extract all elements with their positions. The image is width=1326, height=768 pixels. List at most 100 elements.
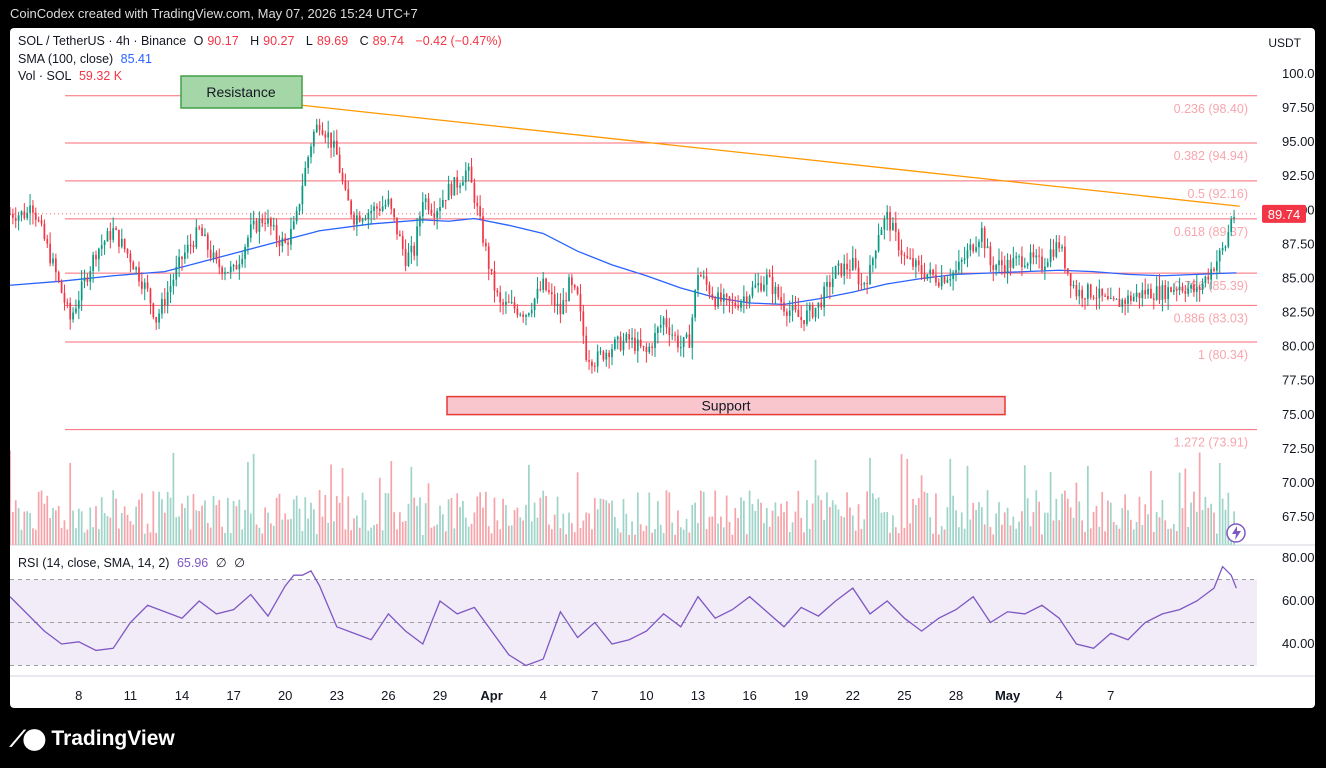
volume-bar xyxy=(1164,520,1167,545)
candle-body xyxy=(72,312,74,320)
rsi-tick-label: 40.00 xyxy=(1282,636,1315,651)
volume-bar xyxy=(23,511,26,545)
volume-bar xyxy=(75,528,77,545)
candle-body xyxy=(1087,284,1089,299)
volume-bar xyxy=(1178,472,1181,545)
candle-body xyxy=(1061,246,1063,249)
volume-bar xyxy=(768,526,771,545)
candle-body xyxy=(849,269,851,271)
candle-body xyxy=(37,219,40,221)
volume-bar xyxy=(453,528,456,545)
candle-body xyxy=(507,301,510,303)
candle-body xyxy=(958,261,960,271)
candle-body xyxy=(525,315,527,317)
candle-body xyxy=(69,302,72,320)
candle-body xyxy=(960,260,963,262)
volume-bar xyxy=(636,492,639,545)
volume-bar xyxy=(912,498,914,545)
chart-caption: CoinCodex created with TradingView.com, … xyxy=(10,6,418,21)
price-chart[interactable]: 8 11 14 17 20 23 26 29 Apr 4 7 10 13 16 19 22 25 28 May 4 70… xyxy=(10,28,1315,708)
legend-row-volume[interactable]: Vol · SOL 59.32 K xyxy=(18,69,126,83)
volume-bar xyxy=(499,529,502,545)
candle-body xyxy=(642,345,645,347)
candle-body xyxy=(920,265,923,274)
candle-body xyxy=(628,334,631,340)
ohlc-close: C 89.74 xyxy=(359,34,404,48)
volume-bar xyxy=(1173,523,1175,545)
volume-bar xyxy=(138,499,140,545)
candle-body xyxy=(163,299,166,306)
candle-body xyxy=(614,339,616,349)
volume-bar xyxy=(579,528,582,545)
volume-bar xyxy=(118,528,120,545)
candle-body xyxy=(1095,297,1098,299)
volume-bar xyxy=(929,517,932,545)
volume-bar xyxy=(568,512,570,545)
volume-bar xyxy=(608,503,610,545)
volume-bar xyxy=(327,522,330,545)
candle-body xyxy=(479,206,481,217)
volume-bar xyxy=(857,504,860,545)
volume-bar xyxy=(536,517,539,545)
volume-bar xyxy=(255,524,258,545)
candle-body xyxy=(765,274,768,285)
volume-bar xyxy=(175,517,178,545)
symbol-label[interactable]: SOL / TetherUS · 4h · Binance xyxy=(18,34,187,48)
candle-body xyxy=(46,239,49,244)
candle-body xyxy=(1130,295,1132,301)
candle-body xyxy=(1018,256,1020,258)
candle-body xyxy=(456,177,459,188)
candle-body xyxy=(757,283,760,286)
volume-bar xyxy=(553,514,556,545)
candle-body xyxy=(760,283,762,291)
volume-bar xyxy=(880,512,883,545)
volume-bar xyxy=(1081,520,1083,545)
volume-bar xyxy=(972,502,975,545)
candle-body xyxy=(129,253,132,263)
candle-body xyxy=(576,287,579,295)
volume-bar xyxy=(1089,528,1092,545)
volume-bar xyxy=(10,450,11,545)
tradingview-logo-icon: ⟋⬤ xyxy=(10,726,45,751)
candle-body xyxy=(1227,231,1230,247)
candle-body xyxy=(602,351,605,360)
volume-bar xyxy=(1204,496,1207,545)
volume-bar xyxy=(158,491,160,545)
volume-bar xyxy=(963,528,966,545)
volume-bar xyxy=(737,517,739,545)
candle-body xyxy=(1210,269,1212,280)
volume-bar xyxy=(72,510,74,545)
trend-line xyxy=(290,103,1240,207)
volume-bar xyxy=(264,507,266,545)
candle-body xyxy=(763,284,765,291)
volume-bar xyxy=(178,516,180,545)
candle-body xyxy=(399,234,401,237)
candle-body xyxy=(1230,219,1233,232)
volume-bar xyxy=(714,490,717,545)
candle-body xyxy=(459,185,461,188)
volume-bar xyxy=(573,532,576,545)
volume-bar xyxy=(192,494,195,545)
volume-bar xyxy=(513,510,516,545)
candle-body xyxy=(115,228,117,230)
candle-body xyxy=(126,249,129,254)
candle-body xyxy=(846,263,848,270)
volume-bar xyxy=(823,519,825,545)
alert-badge-icon[interactable] xyxy=(1226,523,1246,543)
chart-panel[interactable]: 8 11 14 17 20 23 26 29 Apr 4 7 10 13 16 19 22 25 28 May 4 7 0… xyxy=(10,28,1315,708)
candle-body xyxy=(860,284,863,286)
volume-bar xyxy=(639,524,642,545)
candle-body xyxy=(1072,284,1075,287)
volume-bar xyxy=(1095,505,1098,545)
candle-body xyxy=(292,221,295,229)
volume-bar xyxy=(298,508,301,545)
candle-body xyxy=(943,276,946,283)
volume-bar xyxy=(60,527,63,545)
volume-bar xyxy=(1121,508,1124,545)
candle-body xyxy=(1158,286,1161,300)
candle-body xyxy=(688,334,691,348)
legend-row-sma[interactable]: SMA (100, close) 85.41 xyxy=(18,52,156,66)
legend-row-rsi[interactable]: RSI (14, close, SMA, 14, 2) 65.96 ∅ ∅ xyxy=(18,555,249,570)
candle-body xyxy=(550,292,553,295)
price-tick-label: 85.00 xyxy=(1282,270,1315,285)
